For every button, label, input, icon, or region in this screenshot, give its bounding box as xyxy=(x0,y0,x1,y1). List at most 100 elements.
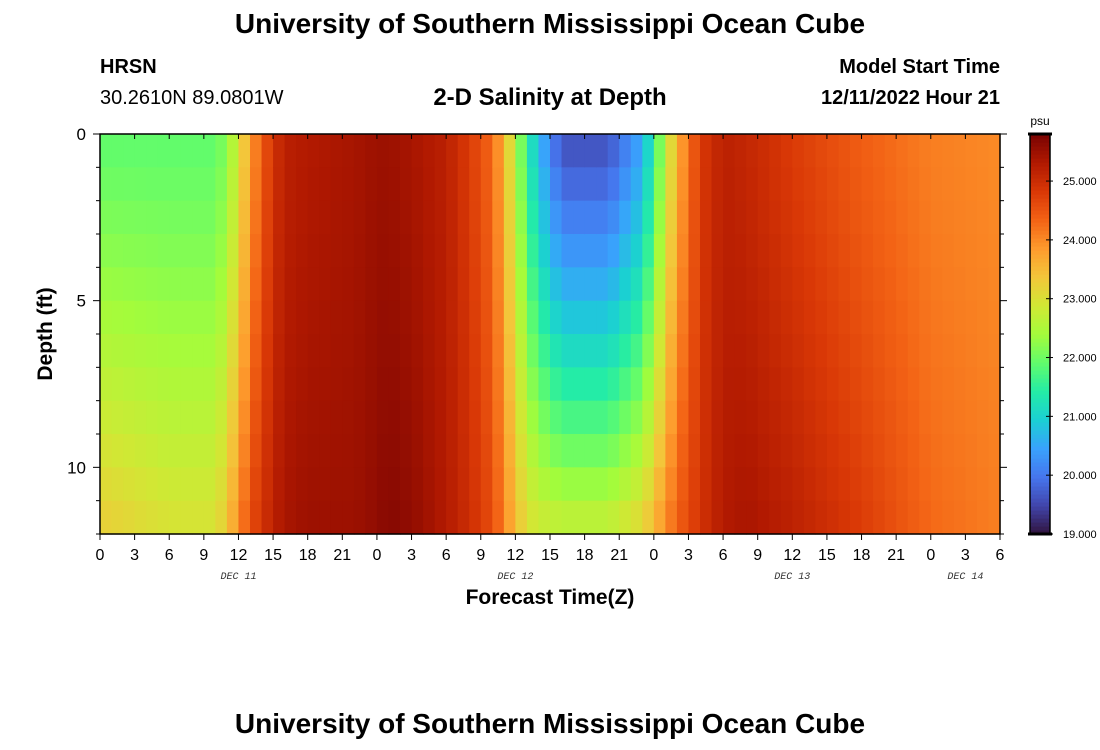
heatmap-cell xyxy=(423,300,436,335)
heatmap-cell xyxy=(723,400,736,435)
heatmap-cell xyxy=(353,200,366,235)
heatmap-cell xyxy=(330,234,343,268)
heatmap-cell xyxy=(353,334,366,368)
heatmap-cell xyxy=(469,300,482,335)
colorbar-segment xyxy=(1030,470,1050,475)
heatmap-cell xyxy=(850,467,863,502)
x-tick-label: 21 xyxy=(610,547,628,564)
heatmap-cell xyxy=(988,400,1001,435)
heatmap-cell xyxy=(907,467,920,502)
heatmap-cell xyxy=(492,200,505,235)
heatmap-cell xyxy=(792,500,805,535)
heatmap-cell xyxy=(723,134,736,168)
heatmap-cell xyxy=(284,500,297,535)
heatmap-cell xyxy=(919,134,932,168)
x-tick-label: 18 xyxy=(576,547,594,564)
heatmap-cell xyxy=(469,334,482,368)
heatmap-cell xyxy=(884,467,897,502)
heatmap-cell xyxy=(976,467,990,502)
heatmap-cell xyxy=(146,267,159,302)
station-coordinates: 30.2610N 89.0801W xyxy=(100,87,284,109)
heatmap-cell xyxy=(596,467,609,502)
heatmap-cell xyxy=(411,167,424,202)
heatmap-cell xyxy=(965,234,978,268)
heatmap-cell xyxy=(146,334,159,368)
heatmap-cell xyxy=(238,367,251,402)
colorbar-segment xyxy=(1030,422,1050,427)
heatmap-cell xyxy=(434,167,447,202)
heatmap-cell xyxy=(319,367,332,402)
heatmap-cell xyxy=(434,367,447,402)
heatmap-cell xyxy=(930,367,943,402)
heatmap-cell xyxy=(653,200,666,235)
heatmap-cell xyxy=(803,167,816,202)
heatmap-cell xyxy=(607,467,620,502)
heatmap-cell xyxy=(642,234,655,268)
heatmap-cell xyxy=(700,200,713,235)
heatmap-cell xyxy=(307,134,320,168)
heatmap-cell xyxy=(250,134,263,168)
heatmap-cell xyxy=(111,500,124,535)
x-tick-label: 21 xyxy=(333,547,351,564)
heatmap-cell xyxy=(146,167,159,202)
heatmap-cell xyxy=(169,234,182,268)
heatmap-cell xyxy=(434,400,447,435)
heatmap-cell xyxy=(319,467,332,502)
heatmap-cell xyxy=(215,200,228,235)
heatmap-cell xyxy=(596,300,609,335)
heatmap-cell xyxy=(653,267,666,302)
heatmap-cell xyxy=(434,434,447,468)
heatmap-cell xyxy=(642,367,655,402)
heatmap-cell xyxy=(457,500,470,535)
heatmap-cell xyxy=(653,334,666,368)
heatmap-cell xyxy=(457,434,470,468)
heatmap-cell xyxy=(526,134,540,168)
heatmap-cell xyxy=(123,300,136,335)
heatmap-cell xyxy=(988,500,1001,535)
heatmap-cell xyxy=(215,234,228,268)
heatmap-cell xyxy=(561,367,574,402)
heatmap-cell xyxy=(111,367,124,402)
heatmap-cell xyxy=(976,500,990,535)
heatmap-cell xyxy=(838,500,851,535)
heatmap-cell xyxy=(538,134,551,168)
heatmap-cell xyxy=(746,267,759,302)
y-tick-label: 5 xyxy=(77,292,86,311)
heatmap-cell xyxy=(261,434,274,468)
heatmap-cell xyxy=(273,434,286,468)
heatmap-cell xyxy=(203,467,216,502)
colorbar-segment xyxy=(1030,426,1050,431)
heatmap-cell xyxy=(273,234,286,268)
heatmap-cell xyxy=(757,500,770,535)
heatmap-cell xyxy=(607,334,620,368)
heatmap-cell xyxy=(400,367,413,402)
heatmap-cell xyxy=(342,434,355,468)
heatmap-cell xyxy=(273,400,286,435)
x-tick-label: 9 xyxy=(199,547,208,564)
heatmap-cell xyxy=(226,467,240,502)
heatmap-cell xyxy=(180,200,193,235)
heatmap-cell xyxy=(123,400,136,435)
heatmap-cell xyxy=(307,334,320,368)
heatmap-cell xyxy=(896,234,909,268)
heatmap-cell xyxy=(596,434,609,468)
heatmap-cell xyxy=(757,267,770,302)
heatmap-cell xyxy=(826,367,840,402)
heatmap-cell xyxy=(907,234,920,268)
heatmap-cell xyxy=(376,134,390,168)
heatmap-cell xyxy=(607,434,620,468)
heatmap-cell xyxy=(815,334,828,368)
heatmap-cell xyxy=(388,334,401,368)
heatmap-cell xyxy=(169,467,182,502)
heatmap-cell xyxy=(561,267,574,302)
heatmap-cell xyxy=(653,167,666,202)
heatmap-cell xyxy=(942,267,955,302)
heatmap-cell xyxy=(238,234,251,268)
heatmap-cell xyxy=(607,400,620,435)
heatmap-cell xyxy=(134,467,147,502)
heatmap-cell xyxy=(619,434,632,468)
heatmap-cell xyxy=(907,334,920,368)
heatmap-cell xyxy=(676,300,690,335)
heatmap-cell xyxy=(896,367,909,402)
heatmap-cell xyxy=(169,367,182,402)
